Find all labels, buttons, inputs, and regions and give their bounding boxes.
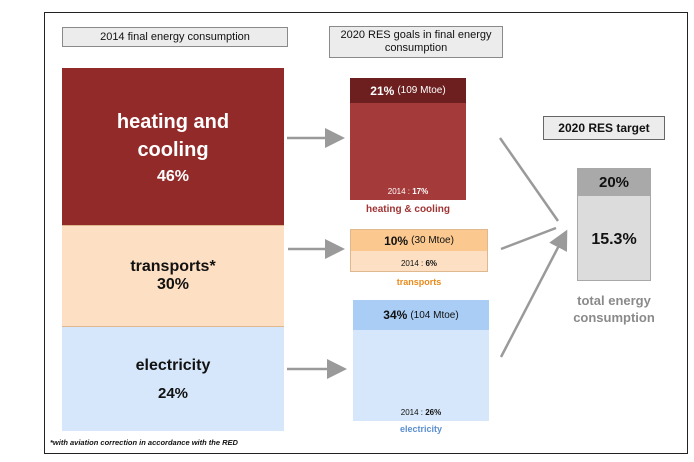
converge-line-bot — [499, 229, 568, 358]
electricity-2014-label: 2014 : — [400, 408, 426, 417]
bar-electricity-goal: 34% (104 Mtoe) — [353, 300, 489, 330]
block-electricity-label: electricity — [135, 356, 211, 374]
target-label: total energy consumption — [573, 293, 655, 325]
bar-transports-caption: transports — [396, 277, 442, 287]
block-transports: transports* 30% — [62, 225, 284, 327]
heating-2014-label: 2014 : — [387, 187, 413, 196]
block-electricity-share: 24% — [157, 384, 189, 402]
block-heating-cooling-label: heating and cooling — [116, 110, 230, 161]
transports-2014-pct: 6% — [425, 259, 438, 268]
heating-goal-pct: 21% — [370, 83, 395, 98]
target-bar: 20% 15.3% — [577, 168, 651, 281]
block-heating-cooling: heating and cooling 46% — [62, 68, 284, 225]
electricity-goal-pct: 34% — [383, 308, 408, 322]
converge-line-top — [498, 137, 560, 222]
footnote: *with aviation correction in accordance … — [50, 438, 238, 447]
electricity-2014-pct: 26% — [425, 408, 442, 417]
block-transports-share: 30% — [156, 276, 190, 293]
bar-heating-cooling: 21% (109 Mtoe) 2014 : 17% — [350, 78, 466, 200]
bar-electricity: 34% (104 Mtoe) 2014 : 26% — [353, 300, 489, 421]
bar-heating-cooling-goal: 21% (109 Mtoe) — [350, 78, 466, 103]
block-transports-label: transports* — [130, 258, 216, 275]
target-goal: 20% — [578, 169, 650, 196]
block-electricity: electricity 24% — [62, 327, 284, 431]
header-2014-consumption: 2014 final energy consumption — [62, 27, 288, 47]
header-2020-goals: 2020 RES goals in final energy consumpti… — [329, 26, 503, 58]
transports-goal-mtoe: (30 Mtoe) — [411, 235, 454, 246]
bar-electricity-2014: 2014 : 26% — [353, 408, 489, 417]
electricity-goal-mtoe: (104 Mtoe) — [410, 309, 459, 321]
target-current: 15.3% — [591, 231, 637, 248]
bar-heating-cooling-2014: 2014 : 17% — [350, 187, 466, 196]
heating-goal-mtoe: (109 Mtoe) — [397, 85, 446, 96]
bar-electricity-caption: electricity — [399, 424, 443, 434]
bar-transports-goal: 10% (30 Mtoe) — [351, 230, 487, 251]
heating-2014-pct: 17% — [412, 187, 429, 196]
transports-2014-label: 2014 : — [400, 259, 426, 268]
header-2020-target: 2020 RES target — [543, 116, 665, 140]
converge-line-mid — [500, 226, 557, 251]
block-heating-cooling-share: 46% — [156, 167, 190, 185]
bar-transports-2014: 2014 : 6% — [351, 259, 487, 268]
transports-goal-pct: 10% — [384, 233, 409, 248]
bar-transports: 10% (30 Mtoe) 2014 : 6% — [350, 229, 488, 272]
bar-heating-cooling-caption: heating & cooling — [366, 204, 450, 215]
